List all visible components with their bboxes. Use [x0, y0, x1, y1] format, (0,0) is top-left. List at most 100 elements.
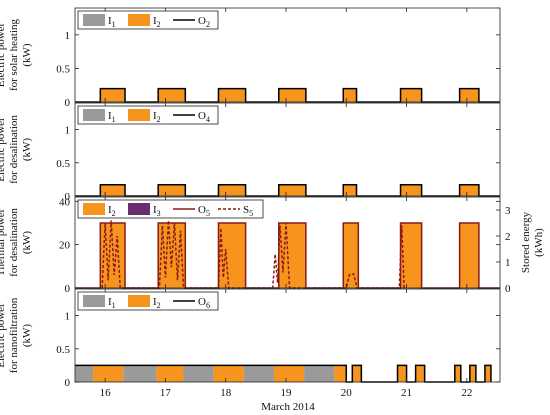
- legend-label-main: I: [108, 296, 112, 308]
- bar-I2: [469, 365, 476, 382]
- bar-I2: [156, 365, 184, 382]
- bar-I1: [183, 365, 214, 382]
- legend-label: I1: [108, 110, 116, 124]
- x-tick-label: 18: [220, 387, 232, 399]
- y-tick-label: 0: [65, 191, 71, 203]
- y-tick-label: 1: [65, 125, 71, 137]
- x-tick-label: 20: [341, 387, 353, 399]
- legend-label-sub: 2: [112, 209, 116, 218]
- legend-label-main: I: [153, 110, 157, 122]
- bar-I2: [218, 184, 246, 196]
- y2-axis-label: Stored energy(kWh): [520, 211, 545, 273]
- y-axis-label: Electric powerfor solar heating(kW): [0, 18, 33, 91]
- x-tick-label: 19: [280, 387, 292, 399]
- bar-I2: [218, 223, 246, 288]
- legend-label-main: I: [153, 15, 157, 27]
- y-axis-label-line: Electric power: [0, 303, 7, 368]
- y-tick-label: 20: [59, 240, 71, 252]
- y-tick-label: 0.5: [56, 158, 70, 170]
- bar-I2: [415, 365, 425, 382]
- y2-tick-label: 2: [505, 231, 511, 243]
- output-line: [75, 364, 492, 383]
- legend-label: I2: [153, 15, 161, 29]
- legend-label-sub: 1: [112, 301, 116, 310]
- legend-label: O6: [198, 296, 210, 310]
- bar-I2: [100, 184, 126, 196]
- bar-I2: [400, 223, 422, 288]
- y-axis-label-line: for nanofiltration: [8, 297, 20, 373]
- bar-I2: [218, 88, 246, 102]
- y-axis-label-line: for desalination: [8, 115, 20, 184]
- legend-label-sub: 4: [206, 115, 210, 124]
- legend-swatch: [83, 295, 105, 307]
- x-tick-label: 22: [461, 387, 472, 399]
- legend-swatch: [83, 109, 105, 121]
- bar-I2: [273, 365, 305, 382]
- legend-label-sub: 6: [206, 301, 210, 310]
- legend-label-main: I: [108, 204, 112, 216]
- y-tick-label: 0: [65, 97, 71, 109]
- y-tick-label: 0.5: [56, 63, 70, 75]
- y2-tick-label: 3: [505, 205, 511, 217]
- bar-I1: [243, 365, 274, 382]
- panel-frame: [74, 196, 501, 289]
- legend-label-main: O: [198, 110, 206, 122]
- y-axis-label: Electric powerfor desalination(kW): [0, 115, 33, 184]
- legend-label-main: I: [153, 204, 157, 216]
- legend-label-main: O: [198, 15, 206, 27]
- y2-axis-label-line: (kWh): [533, 228, 545, 257]
- legend: I1 I2 O4: [77, 105, 219, 125]
- bar-I1: [75, 365, 94, 382]
- bar-I1: [304, 365, 335, 382]
- y-axis-label-line: for desalination: [8, 208, 20, 277]
- legend-label: I1: [108, 15, 116, 29]
- legend-label: I2: [153, 110, 161, 124]
- y2-axis-label-line: Stored energy: [520, 211, 532, 273]
- chart-panels: 0 0.5 1 Electric powerfor solar heating(kW)…: [0, 7, 545, 399]
- stored-energy-line: [101, 220, 405, 289]
- legend-label-main: I: [108, 15, 112, 27]
- y-axis-label-line: Thermal power: [0, 208, 7, 276]
- panel-p2: 0 0.5 1 Electric powerfor desalination(kW) I…: [0, 102, 501, 203]
- y-axis-label-line: Electric power: [0, 117, 7, 182]
- legend-label-sub: 2: [157, 115, 161, 124]
- bar-I2: [213, 365, 244, 382]
- bar-I2: [459, 223, 479, 288]
- legend-label: O2: [198, 15, 210, 29]
- y-axis-label-line: (kW): [21, 231, 33, 255]
- panel-p3: 0 20 40 0 1 2 3 Stored energy(kWh) Thermal power…: [0, 196, 545, 295]
- x-tick-label: 16: [100, 387, 112, 399]
- legend-label-sub: 2: [157, 301, 161, 310]
- y2-tick-label: 0: [505, 283, 511, 295]
- legend-swatch: [128, 109, 150, 121]
- legend-label: I1: [108, 296, 116, 310]
- bar-I2: [400, 88, 422, 102]
- legend: I2 I3 O5 S5: [77, 199, 264, 219]
- y-axis-label-line: (kW): [21, 43, 33, 67]
- legend-label: I3: [153, 204, 161, 218]
- bar-I2: [352, 365, 362, 382]
- y-tick-label: 1: [65, 30, 71, 42]
- legend-swatch: [128, 203, 150, 215]
- bar-I2: [278, 88, 306, 102]
- x-tick-label: 21: [401, 387, 412, 399]
- bar-I2: [343, 184, 357, 196]
- legend-label-main: O: [198, 204, 206, 216]
- legend-label-sub: 5: [206, 209, 210, 218]
- x-axis-label: March 2014: [261, 401, 315, 413]
- y-axis-label: Thermal powerfor desalination(kW): [0, 208, 33, 277]
- bar-I2: [397, 365, 407, 382]
- panel-frame: [74, 102, 501, 197]
- legend-swatch: [128, 14, 150, 26]
- legend-label-sub: 3: [157, 209, 161, 218]
- panel-p1: 0 0.5 1 Electric powerfor solar heating(kW)…: [0, 7, 501, 109]
- legend-label-sub: 1: [112, 20, 116, 29]
- bar-I2: [459, 184, 479, 196]
- bar-I2: [400, 184, 422, 196]
- legend-label: O4: [198, 110, 210, 124]
- legend-label-main: S: [243, 204, 249, 216]
- legend-label: S5: [243, 204, 253, 218]
- legend-label-main: O: [198, 296, 206, 308]
- legend-label: O5: [198, 204, 210, 218]
